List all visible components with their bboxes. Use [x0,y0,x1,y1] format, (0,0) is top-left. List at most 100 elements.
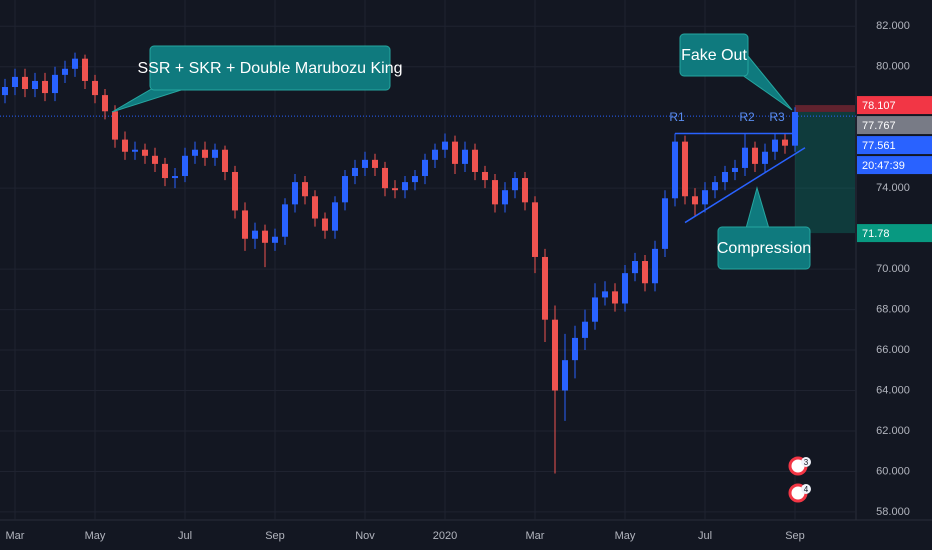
candle-body [542,256,548,320]
candle-body [132,149,138,152]
callout-box [717,226,811,270]
candle-body [2,87,8,96]
candle-body [402,182,408,191]
x-tick-label: Jul [178,530,192,542]
resistance-label: R3 [769,110,785,124]
y-tick-label: 60.000 [876,465,910,477]
x-tick-label: Sep [265,530,285,542]
y-tick-label: 62.000 [876,425,910,437]
candle-body [382,167,388,189]
candle-body [112,111,118,140]
candle-body [102,95,108,112]
y-tick-label: 82.000 [876,20,910,32]
candle-body [172,176,178,179]
candle-body [532,202,538,257]
candle-body [702,190,708,205]
candle-body [262,230,268,243]
price-tag [857,224,932,243]
price-tag [857,116,932,135]
countdown-label: 20:47:39 [862,160,905,172]
target-zone [795,111,855,234]
candle-body [592,297,598,322]
candle-body [432,149,438,160]
candle-body [202,149,208,158]
candle-body [322,218,328,231]
candle-body [232,171,238,211]
candle-body [742,147,748,168]
candle-body [282,204,288,237]
event-count: 4 [804,485,809,494]
y-tick-label: 80.000 [876,61,910,73]
x-tick-label: Nov [355,530,375,542]
trendline [684,147,806,224]
candle-body [462,149,468,164]
candle-body [42,80,48,94]
x-tick-label: May [615,530,636,542]
price-tag-label: 77.561 [862,140,896,152]
candle-body [602,291,608,298]
callout-text: SSR + SKR + Double Marubozu King [137,60,402,77]
candle-body [252,230,258,239]
candle-body [182,155,188,177]
candle-body [342,176,348,203]
candle-body [582,321,588,338]
candle-body [412,176,418,183]
candle-body [22,76,28,90]
x-tick-label: 2020 [433,530,457,542]
candle-body [512,178,518,191]
candle-body [502,190,508,205]
candle-body [392,188,398,191]
candle-body [622,273,628,304]
candle-body [632,261,638,274]
resistance-label: R1 [669,110,685,124]
candle-body [732,167,738,172]
candle-body [792,111,798,146]
candle-body [612,291,618,304]
candle-body [762,151,768,164]
resistance-label: R2 [739,110,755,124]
stop-zone [795,105,855,112]
candle-body [452,141,458,164]
candle-body [552,319,558,391]
candle-body [242,210,248,239]
candle-body [292,182,298,205]
candle-body [222,149,228,172]
price-tag [857,96,932,115]
event-count-bg [801,457,811,467]
candle-body [122,139,128,152]
candle-body [482,171,488,181]
candle-body [192,149,198,156]
candle-body [32,80,38,90]
candle-body [82,58,88,81]
callout-text: Fake Out [681,47,747,64]
x-tick-label: Mar [526,530,545,542]
y-tick-label: 64.000 [876,384,910,396]
x-tick-label: Sep [785,530,805,542]
y-tick-label: 74.000 [876,182,910,194]
candle-body [772,139,778,152]
candle-body [312,196,318,219]
candle-body [72,58,78,69]
event-count: 3 [804,458,809,467]
event-count-bg [801,484,811,494]
candle-body [62,68,68,75]
candle-body [422,159,428,177]
candle-body [332,202,338,231]
candle-body [152,155,158,164]
price-tag-label: 78.107 [862,100,896,112]
candle-body [522,178,528,203]
candle-body [652,248,658,284]
candle-body [302,182,308,197]
x-tick-label: May [85,530,106,542]
candle-body [662,198,668,249]
candle-body [572,337,578,361]
candle-body [672,141,678,199]
candle-body [712,182,718,191]
candle-body [722,171,728,183]
candle-body [52,74,58,94]
price-tag [857,136,932,155]
candle-body [142,149,148,156]
x-tick-label: Mar [6,530,25,542]
